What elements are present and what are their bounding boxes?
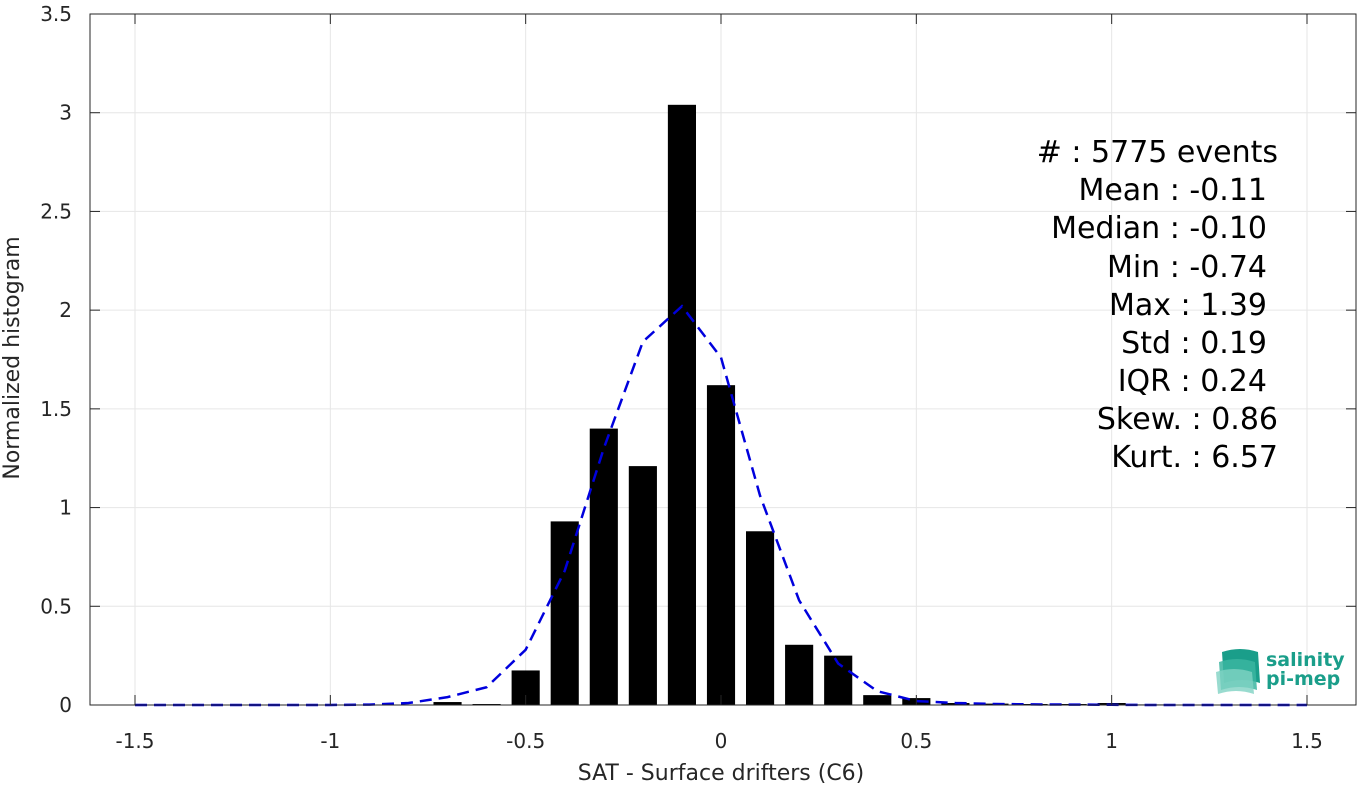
salinity-pimep-logo: salinity pi-mep bbox=[1216, 649, 1345, 694]
x-axis-label: SAT - Surface drifters (C6) bbox=[578, 761, 865, 785]
plot-frame bbox=[89, 13, 1357, 706]
stat-median: Median : -0.10 bbox=[1051, 211, 1267, 246]
histogram-bar bbox=[746, 531, 775, 705]
histogram-bar bbox=[589, 428, 618, 705]
grid-lines bbox=[90, 13, 1356, 706]
y-tick-label: 2 bbox=[59, 298, 72, 322]
x-tick-label: 1 bbox=[1105, 729, 1118, 753]
stat-mean: Mean : -0.11 bbox=[1078, 173, 1267, 208]
x-tick-label: -1 bbox=[320, 729, 340, 753]
y-tick-label: 3.5 bbox=[40, 2, 72, 26]
stat-events: # : 5775 events bbox=[1037, 135, 1278, 170]
logo-text-pimep: pi-mep bbox=[1266, 668, 1340, 690]
logo-text-salinity: salinity bbox=[1266, 649, 1345, 671]
histogram-bar bbox=[706, 385, 736, 705]
statistics-panel: # : 5775 events Mean : -0.11 Median : -0… bbox=[1037, 135, 1278, 475]
histogram-bar bbox=[433, 702, 462, 705]
histogram-bar bbox=[550, 521, 579, 705]
histogram-bar bbox=[863, 695, 892, 705]
histogram-bar bbox=[785, 644, 814, 705]
stat-max: Max : 1.39 bbox=[1109, 288, 1267, 323]
y-tick-label: 0.5 bbox=[40, 594, 72, 618]
stat-skew: Skew. : 0.86 bbox=[1097, 402, 1278, 437]
stat-std: Std : 0.19 bbox=[1121, 326, 1267, 361]
wave-logo-icon bbox=[1216, 649, 1260, 694]
histogram-bar bbox=[667, 104, 696, 706]
stat-iqr: IQR : 0.24 bbox=[1118, 364, 1267, 399]
stat-min: Min : -0.74 bbox=[1107, 250, 1267, 285]
x-tick-label: 1.5 bbox=[1291, 729, 1323, 753]
x-tick-label: 0 bbox=[715, 729, 728, 753]
histogram-bar bbox=[628, 466, 657, 705]
tick-labels: -1.5 -1 -0.5 0 0.5 1 1.5 0 0.5 1 1.5 2 2.5 3 3.5 bbox=[40, 2, 1323, 753]
y-axis-label: Normalized histogram bbox=[0, 236, 25, 479]
stat-kurt: Kurt. : 6.57 bbox=[1111, 440, 1278, 475]
y-tick-label: 1 bbox=[59, 496, 72, 520]
y-tick-label: 3 bbox=[59, 101, 72, 125]
axes-frame bbox=[89, 13, 1357, 706]
y-tick-label: 1.5 bbox=[40, 397, 72, 421]
x-tick-label: -1.5 bbox=[115, 729, 154, 753]
x-tick-label: 0.5 bbox=[900, 729, 932, 753]
y-tick-label: 2.5 bbox=[40, 199, 72, 223]
y-tick-label: 0 bbox=[59, 693, 72, 717]
x-tick-label: -0.5 bbox=[506, 729, 545, 753]
